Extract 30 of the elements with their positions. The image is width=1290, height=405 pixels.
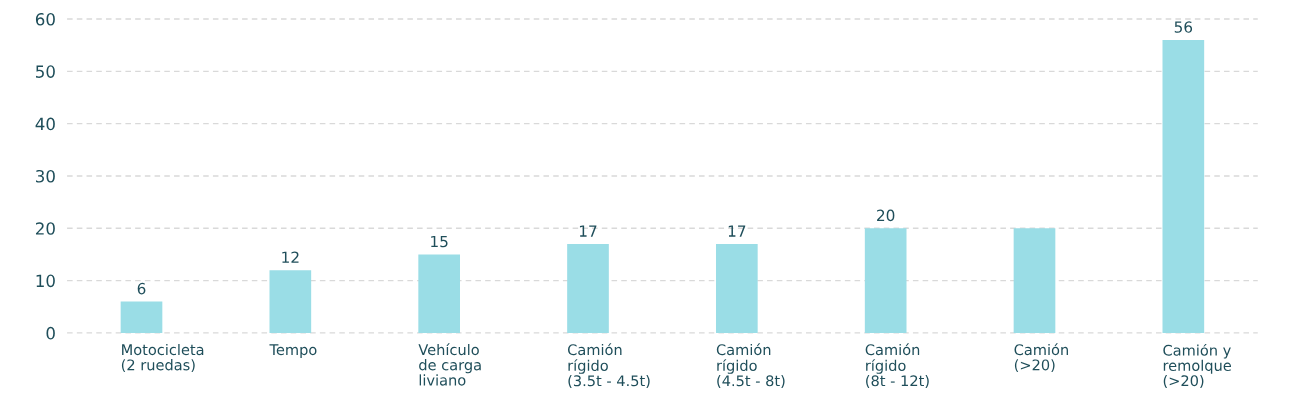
y-tick-label: 30 — [36, 169, 55, 183]
y-tick-label: 40 — [35, 117, 55, 131]
x-tick-label: Camión rígido (4.5t - 8t) — [716, 343, 785, 388]
x-tick-label: Camión rígido (8t - 12t) — [865, 343, 929, 388]
bar — [418, 254, 460, 333]
data-label: 17 — [579, 225, 597, 237]
y-tick-label: 50 — [36, 65, 55, 78]
data-label: 17 — [728, 225, 746, 237]
bar — [269, 270, 312, 333]
x-tick-label: Camión rígido (3.5t - 4.5t) — [567, 343, 650, 388]
y-tick-label: 60 — [35, 13, 55, 26]
bar — [1013, 228, 1056, 333]
bar — [716, 243, 758, 333]
bar — [1162, 39, 1205, 333]
data-label: 6 — [137, 282, 146, 295]
x-tick-label: Camión y remolque (>20) — [1163, 343, 1232, 388]
bar — [120, 301, 163, 333]
data-label: 15 — [431, 235, 448, 248]
y-tick-label: 10 — [36, 274, 55, 288]
data-label: 12 — [282, 251, 299, 263]
y-tick-label: 0 — [46, 326, 55, 340]
x-tick-label: Tempo — [269, 344, 317, 359]
x-tick-label: Vehículo de carga liviano — [418, 343, 481, 386]
bar — [864, 228, 907, 333]
bar — [567, 243, 609, 333]
x-tick-label: Motocicleta (2 ruedas) — [121, 343, 204, 373]
data-label: 56 — [1174, 21, 1193, 33]
data-label: 20 — [877, 209, 895, 222]
y-tick-label: 20 — [35, 222, 55, 235]
x-tick-label: Camión (>20) — [1014, 343, 1068, 373]
